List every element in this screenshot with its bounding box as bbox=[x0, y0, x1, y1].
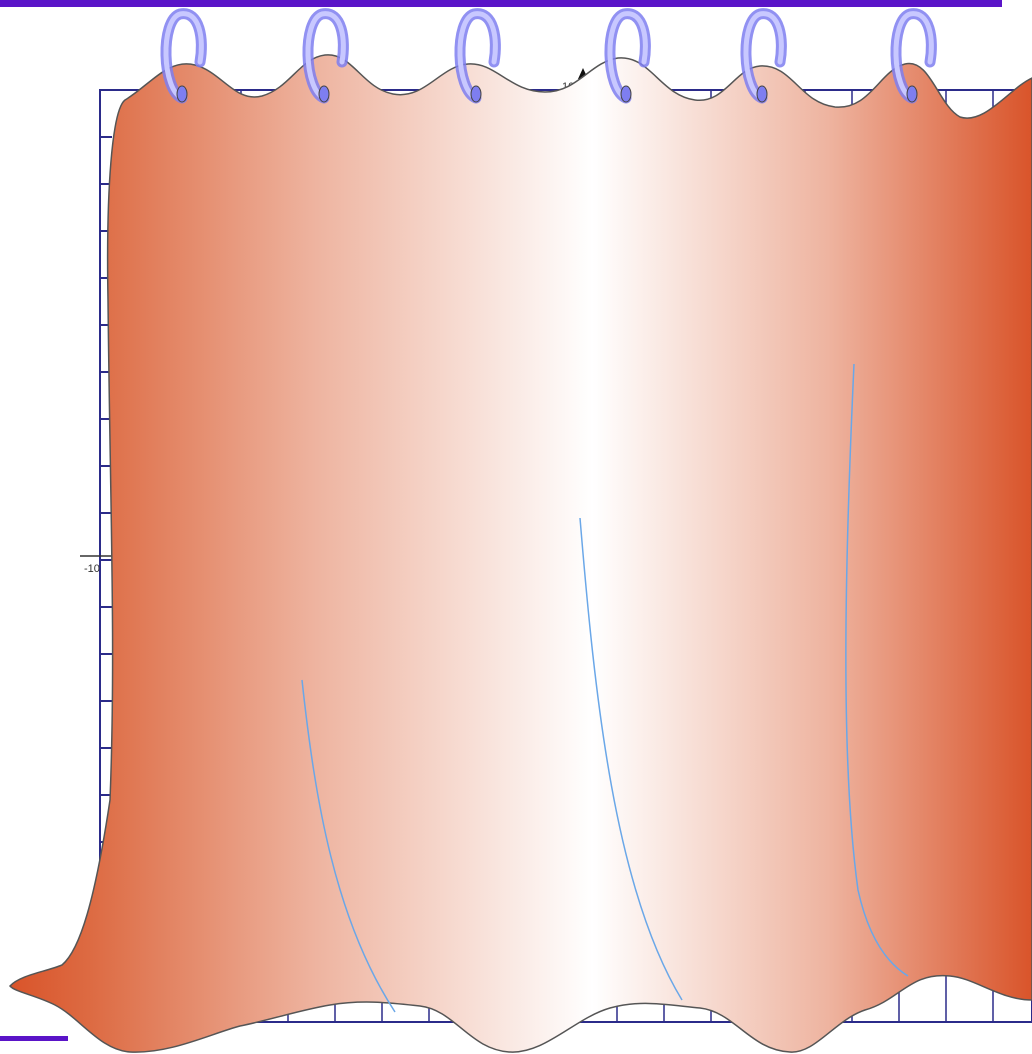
curtain-ring-icon bbox=[890, 8, 937, 104]
curtain-fold-line bbox=[845, 363, 909, 977]
floor-bar bbox=[0, 1036, 68, 1041]
curtain-fabric bbox=[9, 54, 1032, 1053]
tick-label-y-left: -10 bbox=[84, 563, 100, 575]
curtain-rod bbox=[0, 0, 1002, 7]
curtain-fold-line bbox=[301, 679, 396, 1013]
curtain-ring-icon bbox=[740, 8, 787, 104]
curtain-ring-icon bbox=[160, 8, 207, 104]
curtain-ring-icon bbox=[302, 8, 349, 104]
curtain-ring-icon bbox=[454, 8, 501, 104]
curtain-fold-line bbox=[579, 517, 683, 1001]
curtain-ring-icon bbox=[604, 8, 651, 104]
curtain-rings bbox=[160, 8, 937, 104]
